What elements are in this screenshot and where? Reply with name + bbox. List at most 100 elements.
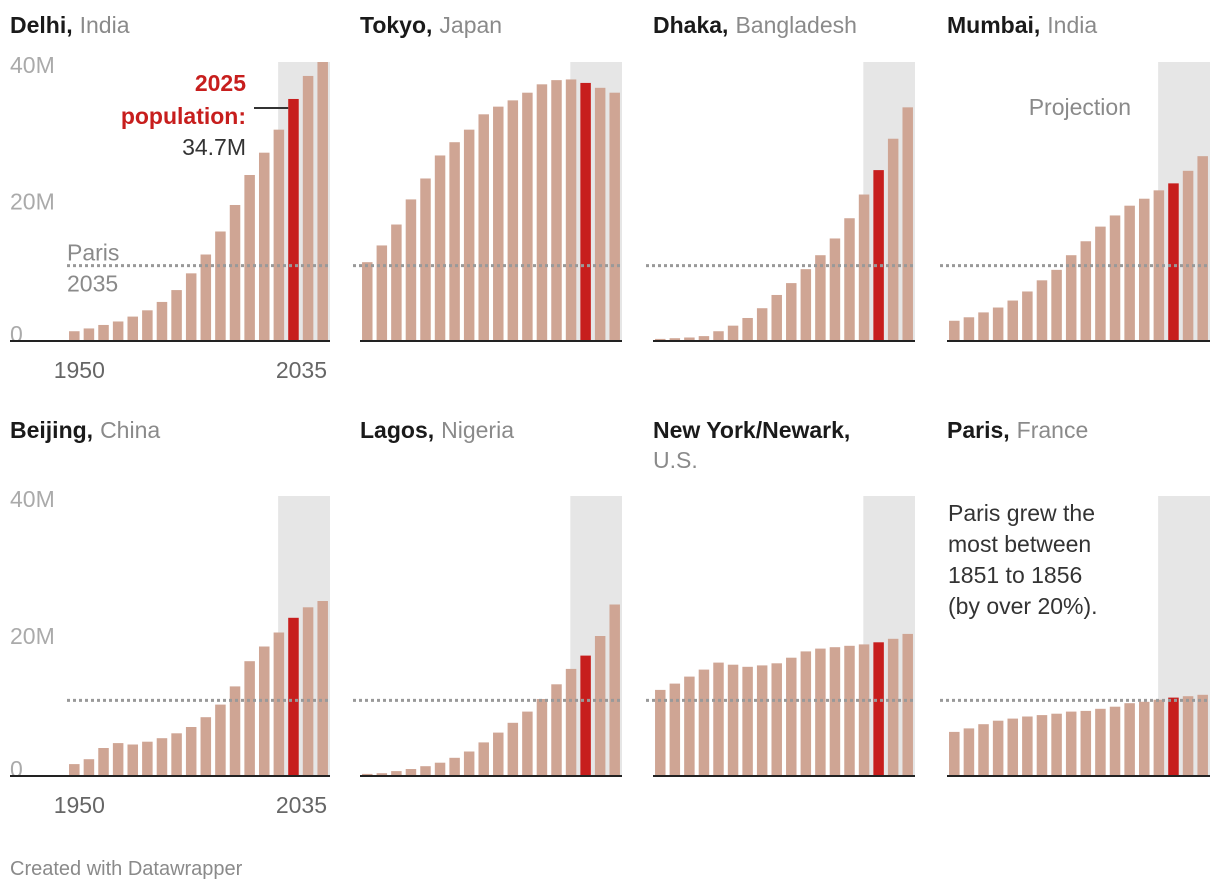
chart-3-bar-11	[800, 269, 812, 341]
chart-8-bar-3	[978, 724, 989, 776]
chart-7-bar-15	[858, 644, 870, 776]
chart-1-y-tick-0: 0	[10, 321, 23, 347]
chart-8-bar-5	[1007, 718, 1019, 776]
chart-3-bar-12	[815, 255, 826, 341]
chart-7-bar-17	[887, 638, 899, 776]
chart-1-bar-7	[156, 301, 168, 341]
chart-3-bar-13	[829, 238, 841, 341]
chart-1-bar-12	[229, 204, 241, 341]
chart-5-y-tick-20M: 20M	[10, 623, 55, 649]
chart-3-bar-6	[727, 325, 739, 341]
chart-8-bar-6	[1022, 716, 1033, 776]
chart-1-x-tick-end: 2035	[276, 357, 327, 383]
chart-4-bar-13	[1124, 205, 1135, 341]
chart-4-bar-7	[1036, 280, 1048, 341]
chart-5-bar-8	[171, 733, 182, 776]
chart-6-city-name: Lagos,	[360, 417, 434, 443]
chart-7-bar-1	[655, 689, 666, 776]
chart-3-bar-5	[713, 331, 724, 341]
chart-2-title: Tokyo, Japan	[360, 12, 502, 38]
chart-4-bar-8	[1051, 269, 1062, 341]
callout-year: 2025	[195, 70, 246, 96]
chart-1-bar-9	[185, 273, 197, 341]
chart-3-bar-18	[902, 107, 913, 342]
chart-5-bar-10	[200, 717, 212, 776]
chart-5-bar-9	[185, 727, 197, 776]
chart-6-bar-15	[565, 668, 577, 776]
paris-note-line-2: most between	[948, 531, 1091, 557]
chart-7-bar-10	[786, 657, 797, 776]
chart-2-bar-2	[376, 245, 388, 341]
chart-5-bar-13	[244, 661, 255, 776]
chart-2-bar-16	[580, 82, 591, 342]
chart-5-bar-11	[215, 704, 226, 776]
chart-1-bar-15	[273, 129, 285, 341]
chart-4-bar-3	[978, 312, 989, 341]
chart-7-bar-11	[800, 651, 812, 776]
chart-1-country-name: India	[80, 12, 130, 38]
chart-6-bar-5	[420, 766, 431, 776]
chart-8-title: Paris, France	[947, 417, 1088, 443]
chart-2-bar-12	[522, 92, 533, 341]
chart-7-bar-14	[844, 645, 855, 776]
chart-2-bar-6	[434, 155, 446, 341]
chart-7-bar-7	[742, 666, 753, 776]
chart-8-bar-1	[949, 731, 960, 776]
chart-8-bar-9	[1065, 711, 1077, 776]
chart-5-bar-6	[142, 741, 153, 776]
chart-3-title: Dhaka, Bangladesh	[653, 12, 857, 38]
chart-1-bar-8	[171, 290, 182, 341]
chart-4-bar-2	[963, 317, 975, 341]
chart-4-bar-17	[1182, 170, 1194, 341]
chart-8-bar-7	[1036, 715, 1048, 776]
chart-7-bar-16	[873, 642, 884, 776]
chart-3-bar-1	[655, 338, 666, 341]
chart-8-bar-11	[1095, 708, 1106, 776]
chart-1-bar-1	[69, 331, 80, 341]
chart-4-title: Mumbai, India	[947, 12, 1097, 38]
chart-2-bar-3	[391, 224, 402, 341]
chart-1-bar-3	[98, 324, 109, 341]
chart-6-bar-4	[405, 769, 417, 776]
chart-8-bar-12	[1109, 706, 1121, 776]
chart-6-bar-3	[391, 771, 402, 776]
chart-4-bar-9	[1065, 255, 1077, 341]
chart-4-bar-11	[1095, 226, 1106, 341]
chart-1-title: Delhi, India	[10, 12, 130, 38]
chart-7-bar-6	[727, 664, 739, 776]
paris-note-line-1: Paris grew the	[948, 500, 1095, 526]
chart-6-country-name: Nigeria	[441, 417, 514, 443]
chart-7-bar-9	[771, 663, 782, 776]
chart-5-city-name: Beijing,	[10, 417, 93, 443]
chart-1-city-name: Delhi,	[10, 12, 73, 38]
chart-2-country-name: Japan	[439, 12, 502, 38]
chart-2-bar-4	[405, 199, 417, 341]
chart-5-title: Beijing, China	[10, 417, 160, 443]
chart-6-bar-8	[463, 751, 475, 776]
chart-2-bar-10	[493, 106, 504, 341]
chart-8-bar-16	[1168, 697, 1179, 776]
chart-3-bar-7	[742, 317, 753, 341]
chart-8-country-name: France	[1017, 417, 1089, 443]
chart-7-bar-5	[713, 662, 724, 776]
chart-7-bar-18	[902, 633, 913, 776]
chart-1-bar-6	[142, 310, 153, 341]
chart-6-bar-6	[434, 762, 446, 776]
chart-5-country-name: China	[100, 417, 160, 443]
chart-6-bar-10	[493, 732, 504, 776]
chart-2-bar-17	[594, 87, 606, 342]
chart-8-bar-14	[1138, 701, 1150, 776]
chart-3-bar-15	[858, 194, 870, 341]
chart-7-bar-3	[684, 676, 695, 776]
chart-4-bar-5	[1007, 300, 1019, 341]
chart-3-bar-4	[698, 336, 710, 341]
chart-4-bar-4	[992, 307, 1004, 341]
chart-4-bar-18	[1197, 156, 1208, 341]
footer-credit: Created with Datawrapper	[10, 858, 243, 880]
chart-1-y-tick-20M: 20M	[10, 189, 55, 215]
chart-1-reference-label-2: 2035	[67, 271, 118, 297]
chart-5-bar-2	[83, 759, 95, 776]
chart-1-y-tick-40M: 40M	[10, 52, 55, 78]
chart-5-bar-12	[229, 686, 241, 776]
